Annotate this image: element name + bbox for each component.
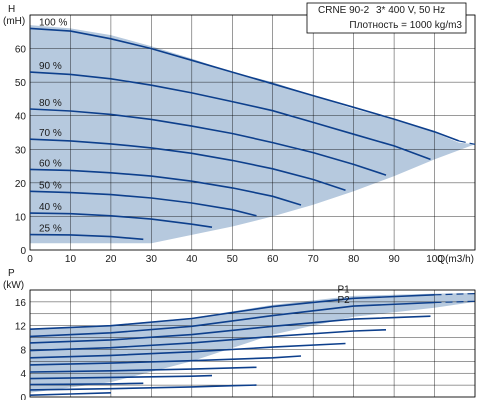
- power-curve-extension: [434, 293, 476, 296]
- head-y-tick-label: 50: [15, 78, 27, 89]
- head-curve-label: 60 %: [39, 158, 62, 169]
- head-curve-7: [29, 212, 213, 228]
- head-curve-label: 70 %: [39, 128, 62, 139]
- power-curve-label-p2: P2: [337, 295, 350, 306]
- head-curve-8: [29, 233, 144, 241]
- info-box: CRNE 90-2 3* 400 V, 50 Hz Плотность = 10…: [306, 2, 467, 34]
- power-curve-6: [29, 355, 302, 366]
- head-curve-5: [29, 168, 302, 206]
- info-box-frame: [306, 2, 467, 34]
- power-curve-1: [29, 294, 435, 330]
- info-model: CRNE 90-2: [318, 5, 370, 16]
- info-density: Плотность = 1000 kg/m3: [349, 20, 462, 31]
- head-curve-label: 80 %: [39, 98, 62, 109]
- head-y-tick-label: 10: [15, 212, 27, 223]
- head-x-tick-label: 50: [227, 254, 239, 265]
- power-curve-11: [29, 392, 111, 396]
- head-y-tick-label: 40: [15, 112, 27, 123]
- head-curve-label: 100 %: [39, 17, 67, 28]
- head-y-tick-label: 20: [15, 179, 27, 190]
- head-curve-label: 25 %: [39, 224, 62, 235]
- head-plot-frame: [29, 14, 476, 251]
- head-x-tick-label: 10: [65, 254, 77, 265]
- power-curve-label-p1: P1: [337, 284, 350, 295]
- power-curve-10: [29, 384, 257, 391]
- power-y-tick-label: 12: [15, 322, 27, 333]
- power-y-tick-label: 8: [20, 345, 26, 356]
- head-curve-3: [29, 108, 387, 176]
- head-curve-chart: 100 % 90 % 80 % 70 % 60 % 50 % 40 % 25 % 0 10 20 30…: [3, 4, 476, 265]
- head-operating-envelope: [30, 25, 475, 244]
- head-x-tick-label: 30: [146, 254, 158, 265]
- info-supply: 3* 400 V, 50 Hz: [376, 5, 445, 16]
- power-y-tick-label: 0: [20, 393, 26, 400]
- power-curve-9: [29, 382, 144, 386]
- head-x-tick-label: 20: [105, 254, 117, 265]
- head-y-tick-label: 30: [15, 145, 27, 156]
- head-y-tick-label: 60: [15, 45, 27, 56]
- head-y-axis-unit: (mH): [3, 16, 25, 27]
- head-y-tick-label: 0: [20, 246, 26, 257]
- power-operating-envelope: [30, 293, 475, 393]
- power-curve-extension: [434, 300, 476, 304]
- head-x-tick-label: 0: [27, 254, 33, 265]
- head-x-tick-label: 70: [308, 254, 320, 265]
- head-x-axis-label: Q(m3/h): [437, 254, 474, 265]
- power-curve-3: [29, 315, 431, 344]
- head-x-tick-label: 90: [389, 254, 401, 265]
- head-curve-2: [29, 71, 431, 161]
- head-curve-6: [29, 190, 257, 217]
- head-curve-label: 50 %: [39, 180, 62, 191]
- head-curve-label: 90 %: [39, 61, 62, 72]
- power-y-tick-label: 4: [20, 369, 26, 380]
- head-x-tick-label: 60: [267, 254, 279, 265]
- power-y-axis-symbol: P: [8, 268, 15, 279]
- power-curve-5: [29, 342, 346, 359]
- head-x-tick-label: 100: [426, 254, 443, 265]
- power-curve-2: [29, 301, 435, 338]
- head-x-tick-label: 40: [186, 254, 198, 265]
- power-curve-8: [29, 374, 213, 380]
- head-x-tick-label: 80: [348, 254, 360, 265]
- power-curve-7: [29, 366, 257, 373]
- head-curve-extension: [458, 140, 476, 145]
- head-y-axis-symbol: H: [8, 4, 15, 15]
- power-y-tick-label: 16: [15, 298, 27, 309]
- head-curve-1: [29, 27, 460, 142]
- head-curve-4: [29, 138, 346, 191]
- power-y-axis-unit: (kW): [3, 280, 24, 291]
- power-curve-4: [29, 329, 387, 352]
- power-plot-frame: [29, 289, 476, 398]
- head-curve-label: 40 %: [39, 202, 62, 213]
